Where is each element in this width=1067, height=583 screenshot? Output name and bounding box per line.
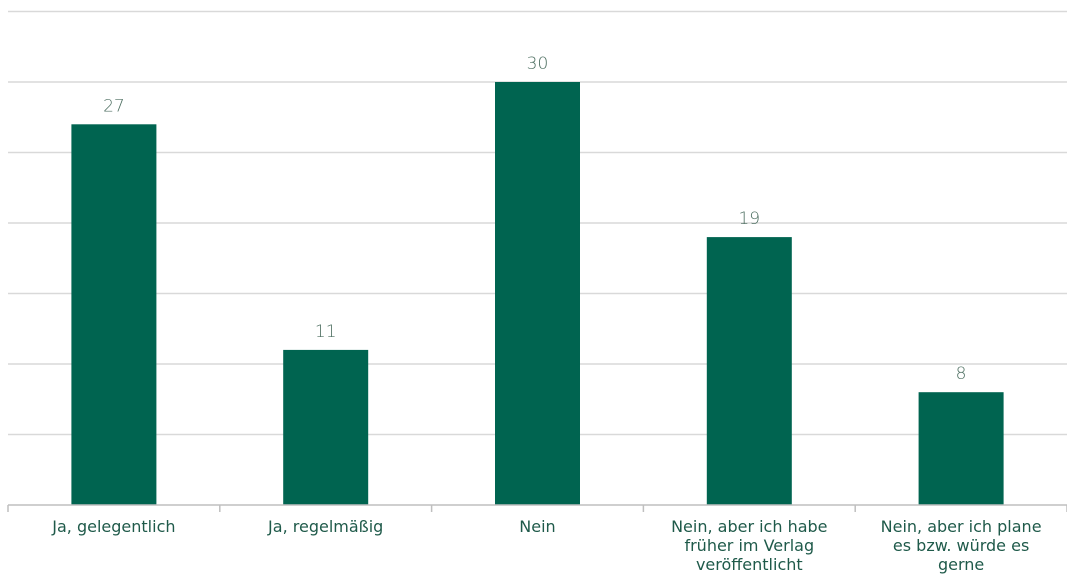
x-tick-label: Nein, aber ich plane es bzw. würde es gern… [881, 517, 1042, 574]
x-axis: Ja, gelegentlich Ja, regelmäßig Nein Nein, … [7, 504, 1067, 574]
data-label: 30 [527, 54, 549, 74]
bar [706, 237, 792, 505]
data-label: 8 [956, 364, 967, 384]
bar [918, 392, 1004, 505]
x-tick-label: Ja, gelegentlich [51, 517, 175, 536]
bars [71, 82, 1004, 506]
data-labels: 27 11 30 19 8 [103, 54, 966, 384]
x-tick-label: Nein, aber ich habe früher im Verlag veröf… [671, 517, 827, 574]
bar [495, 82, 580, 505]
data-label: 27 [103, 96, 125, 116]
x-tick-label: Ja, regelmäßig [267, 517, 383, 536]
x-tick-label: Nein [519, 517, 555, 536]
bar [71, 124, 157, 506]
data-label: 19 [738, 209, 760, 229]
bar [283, 349, 369, 505]
data-label: 11 [315, 322, 337, 342]
